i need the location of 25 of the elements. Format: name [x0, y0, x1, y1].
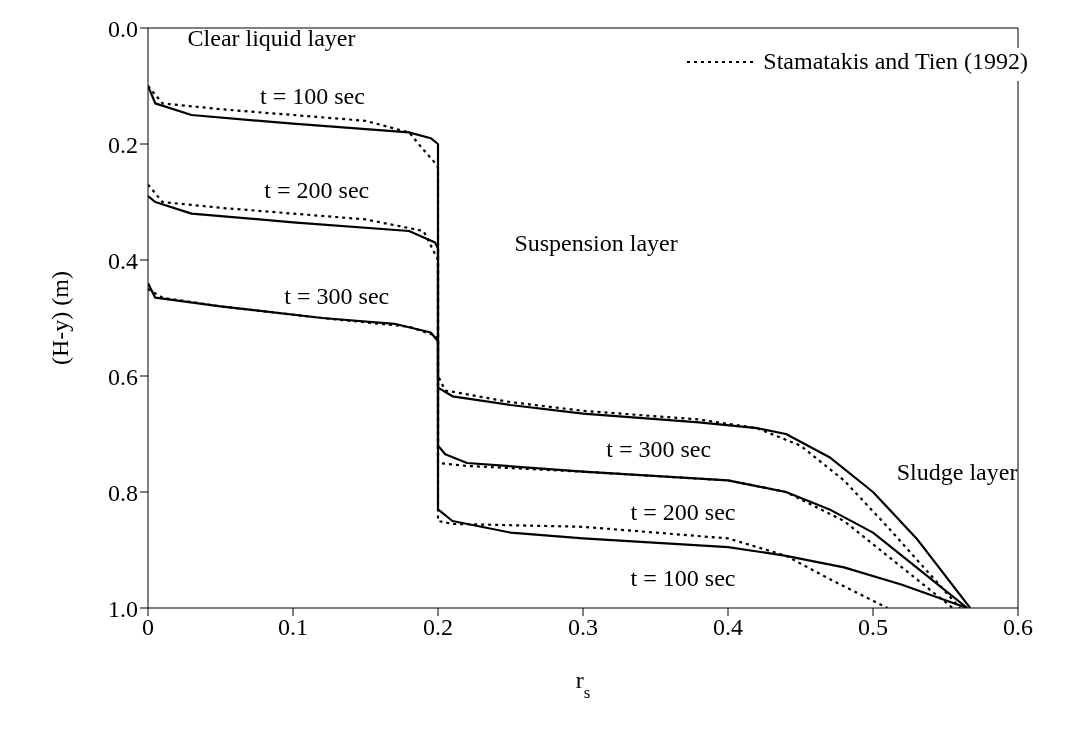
x-tick-label: 0.2 — [423, 614, 453, 641]
x-axis-title: r$_{s}$ — [575, 667, 591, 702]
y-tick-label: 0.8 — [108, 479, 138, 506]
annotation: t = 200 sec — [264, 177, 370, 204]
annotation: t = 100 sec — [630, 564, 736, 591]
annotation: t = 300 sec — [606, 435, 712, 462]
x-tick-label: 0.4 — [713, 614, 743, 641]
annotation: Clear liquid layer — [187, 24, 356, 51]
x-tick-label: 0 — [142, 614, 154, 641]
y-tick-label: 0.6 — [108, 363, 138, 390]
x-tick-label: 0.3 — [568, 614, 598, 641]
annotation: t = 100 sec — [259, 83, 365, 110]
legend-label: Stamatakis and Tien (1992) — [763, 48, 1028, 75]
annotation: Sludge layer — [896, 459, 1018, 486]
y-tick-label: 1.0 — [108, 595, 138, 622]
annotation: Suspension layer — [514, 229, 678, 256]
x-tick-label: 0.5 — [858, 614, 888, 641]
y-axis-title: (H-y) (m) — [47, 271, 73, 365]
annotation: t = 300 sec — [284, 282, 390, 309]
y-tick-label: 0.4 — [108, 247, 138, 274]
y-tick-label: 0.0 — [108, 15, 138, 42]
annotation: t = 200 sec — [630, 498, 736, 525]
x-tick-label: 0.6 — [1003, 614, 1033, 641]
y-tick-label: 0.2 — [108, 131, 138, 158]
x-tick-label: 0.1 — [278, 614, 308, 641]
